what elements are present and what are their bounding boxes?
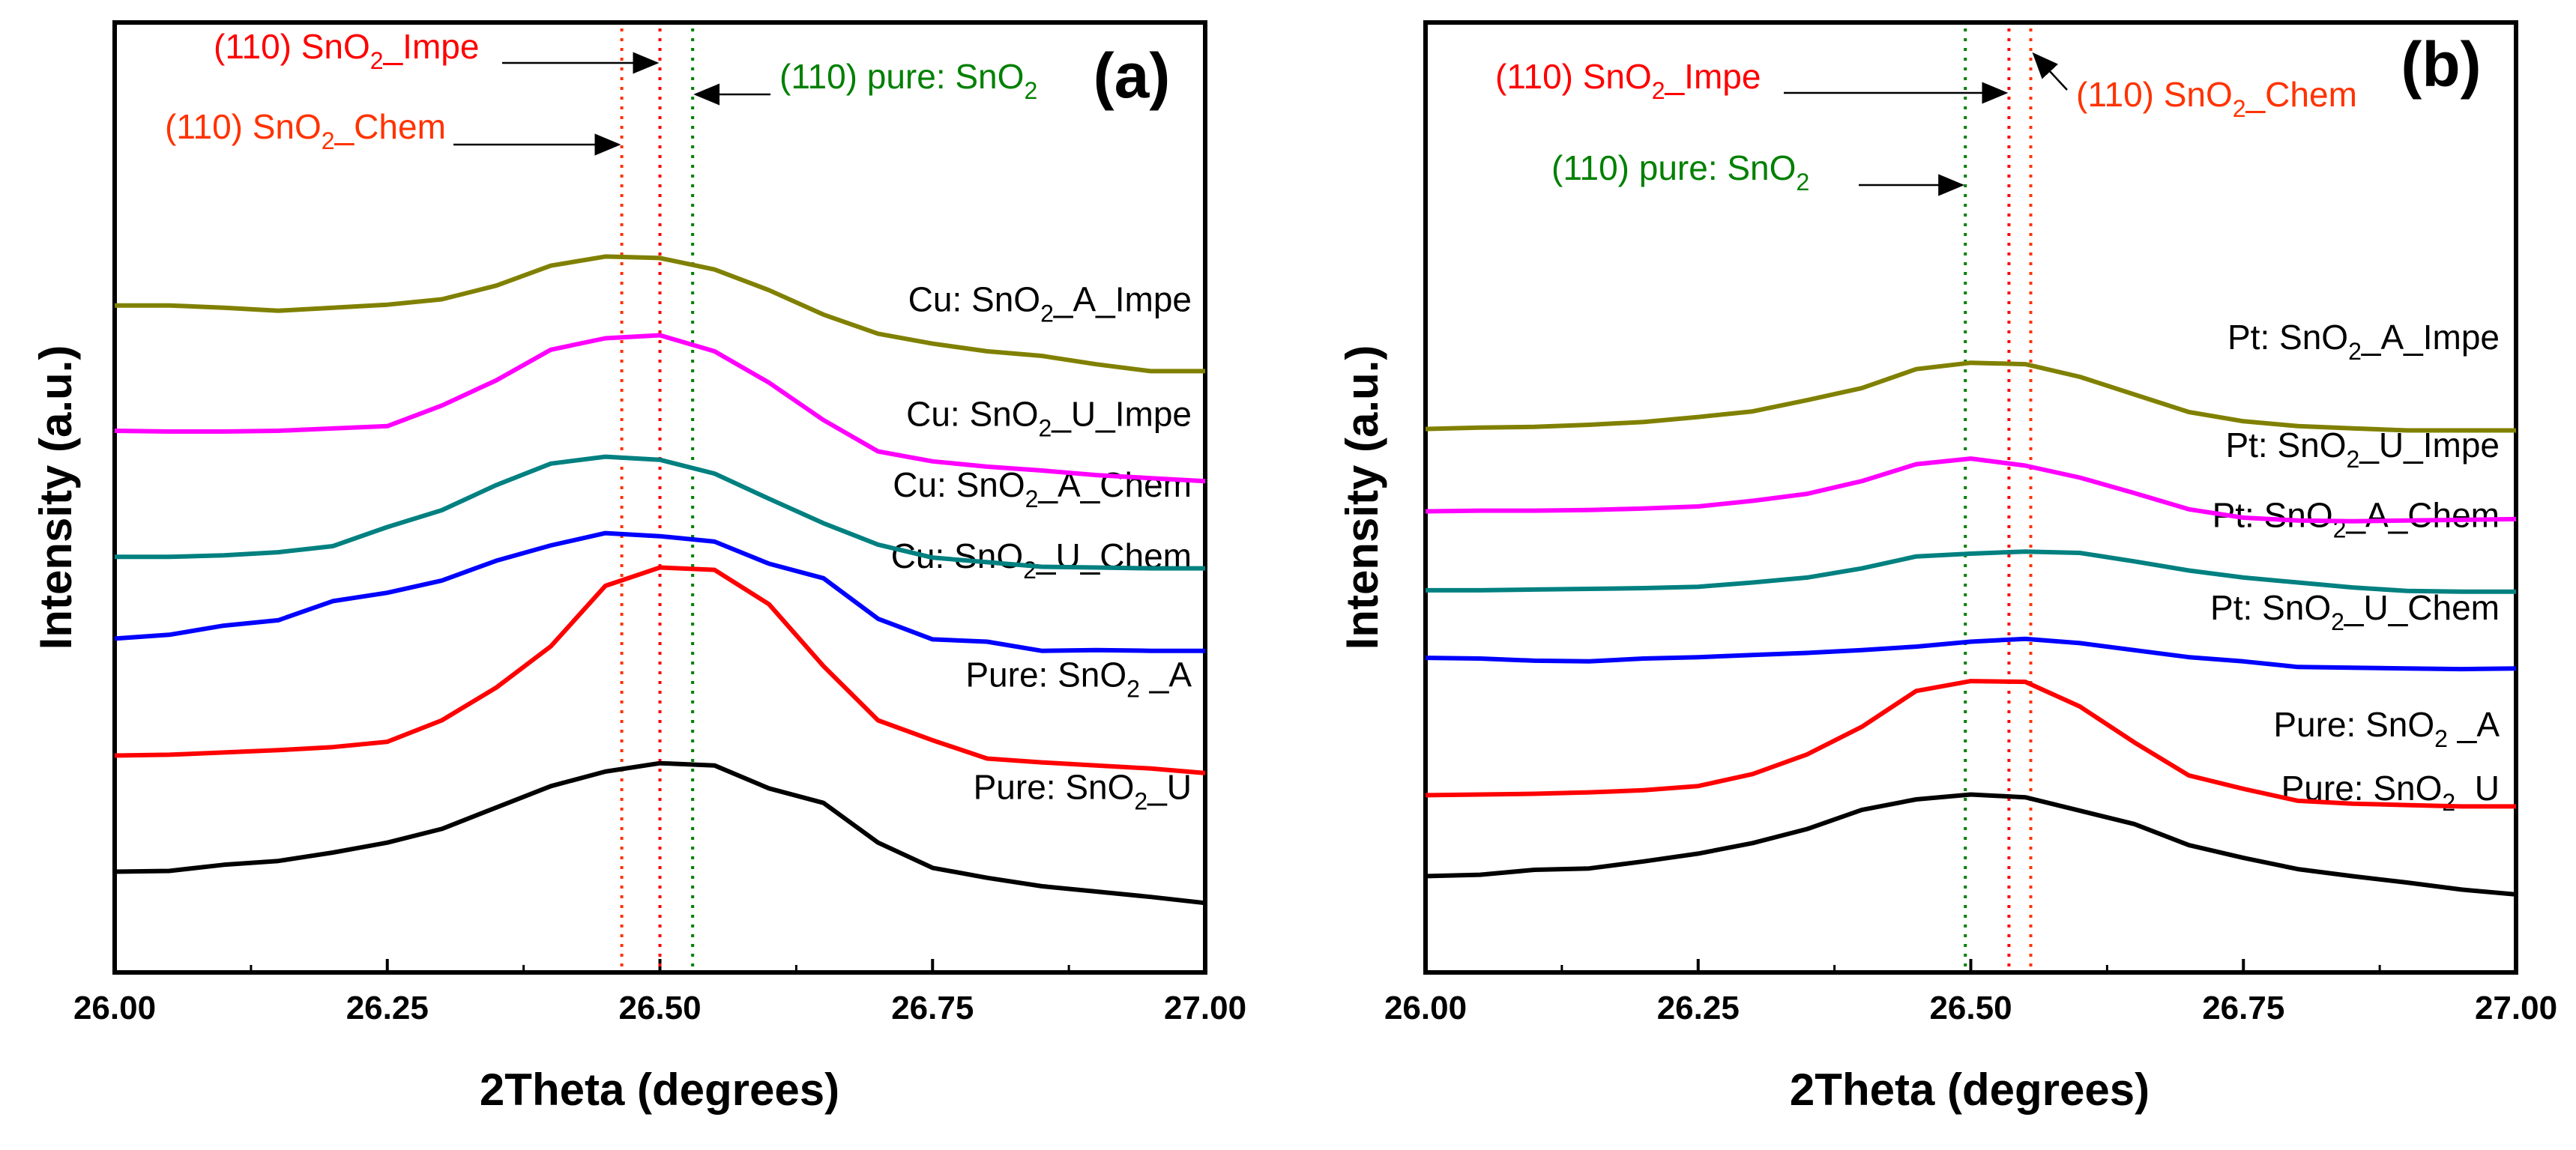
y-axis-title-b: Intensity (a.u.) — [1337, 345, 1387, 650]
panel-a: (a) Intensity (a.u.) 2Theta (degrees) 26… — [31, 20, 1246, 1115]
series-line — [1425, 792, 2517, 897]
series-group-b: Pure: SnO2_U Pure: SnO2 _A Pt: SnO2_U_Chem… — [1425, 318, 2517, 897]
series-label: Pt: SnO2_U_Chem — [2210, 588, 2500, 635]
series-label: Pure: SnO2_U — [974, 768, 1192, 815]
reference-label: (110) pure: SnO2 — [779, 57, 1037, 104]
series-label: Pt: SnO2_A_Impe — [2227, 318, 2500, 365]
x-axis-title-b: 2Theta (degrees) — [1790, 1065, 2150, 1115]
reference-label: (110) SnO2_Impe — [214, 27, 479, 74]
panel-label-a: (a) — [1094, 40, 1171, 111]
series-line — [1425, 456, 2517, 524]
x-tick-label: 26.50 — [618, 990, 701, 1026]
reference-label: (110) SnO2_Impe — [1495, 57, 1761, 104]
series-label: Cu: SnO2_U_Impe — [906, 395, 1192, 442]
x-tick-label: 26.25 — [346, 990, 429, 1026]
series-label: Pure: SnO2 _A — [965, 656, 1192, 703]
reference-lines-b: (110) pure: SnO2 (110) SnO2_Impe (110) SnO… — [1495, 28, 2357, 969]
reference-lines-a: (110) SnO2_Chem (110) SnO2_Impe (110) pure… — [165, 27, 1037, 969]
reference-label: (110) SnO2_Chem — [165, 107, 446, 154]
series-line — [1425, 636, 2517, 672]
series-line — [114, 333, 1206, 484]
series-label: Pure: SnO2_U — [2281, 769, 2500, 816]
series-line — [1425, 360, 2516, 433]
x-tick-label: 26.25 — [1657, 990, 1740, 1026]
x-tick-label: 27.00 — [1164, 990, 1246, 1026]
series-line — [115, 454, 1205, 571]
series-line — [1426, 549, 2516, 594]
x-tick-label: 26.00 — [1384, 990, 1467, 1026]
series-line — [115, 254, 1205, 374]
series-line — [114, 565, 1206, 775]
x-tick-label: 26.50 — [1929, 990, 2012, 1026]
series-line — [114, 530, 1205, 653]
series-label: Cu: SnO2_A_Impe — [908, 279, 1192, 327]
x-ticks-a: 26.00 26.25 26.50 26.75 27.00 — [73, 959, 1246, 1026]
series-line — [114, 760, 1206, 906]
series-line — [1425, 679, 2516, 809]
y-axis-title-a: Intensity (a.u.) — [31, 345, 81, 650]
reference-arrow — [2032, 52, 2068, 91]
panel-b: (b) Intensity (a.u.) 2Theta (degrees) 26… — [1337, 20, 2557, 1115]
x-axis-title-a: 2Theta (degrees) — [480, 1065, 839, 1115]
reference-label: (110) pure: SnO2 — [1551, 148, 1809, 196]
x-tick-label: 26.75 — [891, 990, 974, 1026]
x-tick-label: 26.75 — [2202, 990, 2284, 1026]
x-tick-label: 27.00 — [2475, 990, 2557, 1026]
x-tick-label: 26.00 — [73, 990, 156, 1026]
series-label: Cu: SnO2_A_Chem — [893, 465, 1192, 512]
reference-label: (110) SnO2_Chem — [2076, 75, 2357, 122]
x-ticks-b: 26.00 26.25 26.50 26.75 27.00 — [1384, 959, 2557, 1026]
series-label: Pure: SnO2 _A — [2273, 705, 2500, 752]
panel-label-b: (b) — [2401, 29, 2481, 100]
